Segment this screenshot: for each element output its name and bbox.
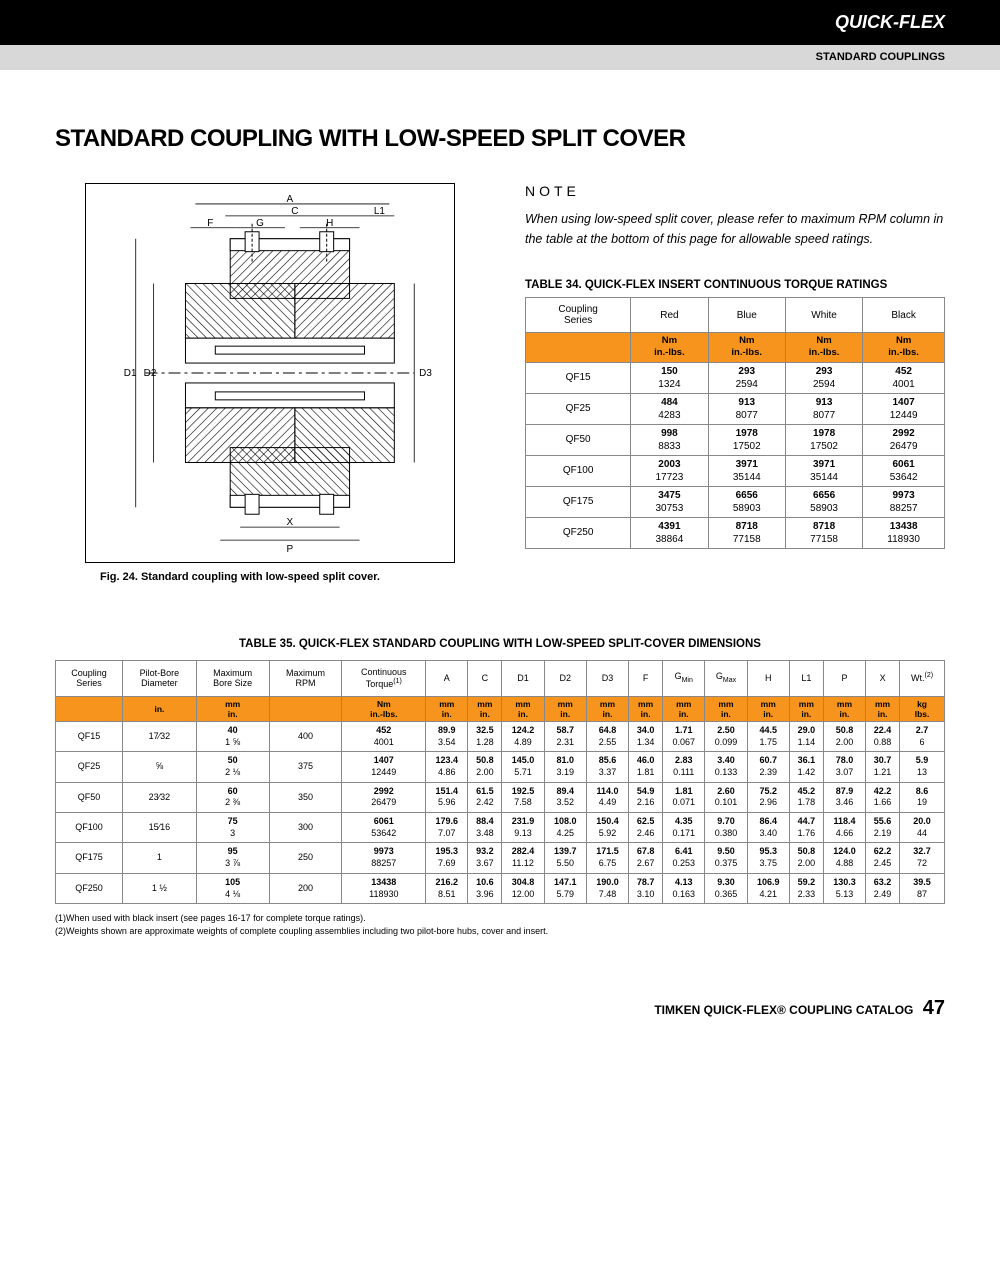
col-white: White <box>785 298 862 333</box>
svg-text:X: X <box>287 517 294 528</box>
col-blue: Blue <box>708 298 785 333</box>
dimensions-table: CouplingSeriesPilot-BoreDiameterMaximumB… <box>55 660 945 904</box>
svg-text:D3: D3 <box>419 368 432 379</box>
table35-title: TABLE 35. QUICK-FLEX STANDARD COUPLING W… <box>55 638 945 650</box>
figure-caption: Fig. 24. Standard coupling with low-spee… <box>100 571 485 583</box>
svg-text:A: A <box>287 194 294 205</box>
svg-text:D2: D2 <box>144 368 157 379</box>
page-footer: TIMKEN QUICK-FLEX® COUPLING CATALOG 47 <box>0 997 1000 1020</box>
svg-text:C: C <box>291 206 298 217</box>
svg-text:L1: L1 <box>374 206 386 217</box>
torque-table: CouplingSeries Red Blue White Black Nmin… <box>525 297 945 549</box>
page-title: STANDARD COUPLING WITH LOW-SPEED SPLIT C… <box>55 125 945 153</box>
note-text: When using low-speed split cover, please… <box>525 209 945 249</box>
section-subtitle: STANDARD COUPLINGS <box>816 51 945 63</box>
coupling-diagram: A C L1 F G H <box>85 183 455 563</box>
svg-text:D1: D1 <box>124 368 137 379</box>
svg-text:G: G <box>256 218 264 229</box>
col-red: Red <box>631 298 708 333</box>
note-heading: NOTE <box>525 183 945 199</box>
header-black-bar: QUICK-FLEX <box>0 0 1000 45</box>
table34-title: TABLE 34. QUICK-FLEX INSERT CONTINUOUS T… <box>525 279 945 291</box>
svg-text:P: P <box>287 544 294 555</box>
col-coupling-series: CouplingSeries <box>526 298 631 333</box>
col-black: Black <box>863 298 945 333</box>
svg-text:F: F <box>207 218 213 229</box>
footnotes: (1)When used with black insert (see page… <box>55 912 945 937</box>
svg-text:H: H <box>326 218 333 229</box>
brand-title: QUICK-FLEX <box>835 12 945 33</box>
header-gray-bar: STANDARD COUPLINGS <box>0 45 1000 70</box>
